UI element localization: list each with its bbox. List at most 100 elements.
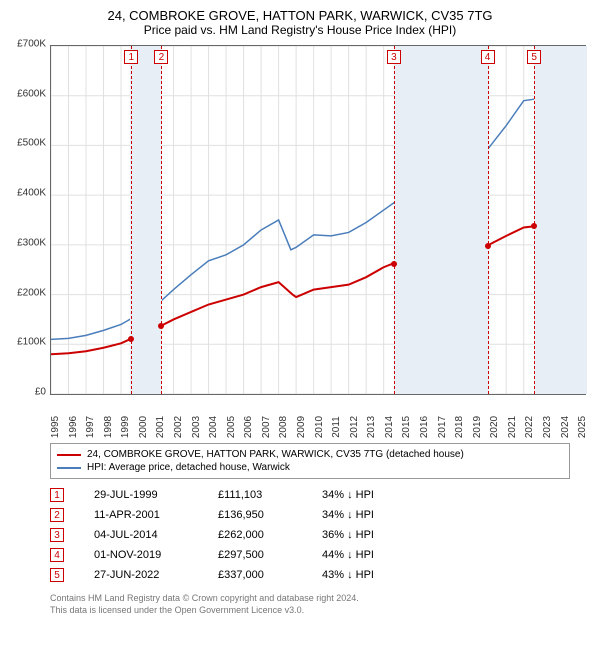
sale-pct: 36% ↓ HPI	[322, 529, 412, 541]
x-tick-label: 2013	[366, 416, 377, 438]
data-point	[391, 261, 397, 267]
y-tick-label: £600K	[17, 88, 46, 99]
x-tick-label: 2017	[437, 416, 448, 438]
sale-price: £297,500	[218, 549, 298, 561]
sale-row-marker: 3	[50, 528, 64, 542]
sale-marker-box: 5	[527, 50, 541, 64]
sale-marker-box: 3	[387, 50, 401, 64]
y-tick-label: £100K	[17, 337, 46, 348]
sale-date: 04-JUL-2014	[94, 529, 194, 541]
x-tick-label: 2008	[278, 416, 289, 438]
y-tick-label: £500K	[17, 138, 46, 149]
x-tick-label: 2010	[314, 416, 325, 438]
x-tick-label: 2012	[349, 416, 360, 438]
x-tick-label: 2023	[542, 416, 553, 438]
sale-row-marker: 5	[50, 568, 64, 582]
x-tick-label: 2007	[261, 416, 272, 438]
sale-price: £337,000	[218, 569, 298, 581]
sale-pct: 44% ↓ HPI	[322, 549, 412, 561]
sale-row: 2 11-APR-2001 £136,950 34% ↓ HPI	[50, 505, 570, 525]
footer-line2: This data is licensed under the Open Gov…	[50, 605, 570, 617]
chart-title-address: 24, COMBROKE GROVE, HATTON PARK, WARWICK…	[10, 8, 590, 23]
x-tick-label: 2006	[243, 416, 254, 438]
x-tick-label: 2024	[560, 416, 571, 438]
x-tick-label: 2000	[138, 416, 149, 438]
x-tick-label: 2025	[577, 416, 588, 438]
title-block: 24, COMBROKE GROVE, HATTON PARK, WARWICK…	[0, 0, 600, 41]
chart-container: 24, COMBROKE GROVE, HATTON PARK, WARWICK…	[0, 0, 600, 650]
sale-marker-line	[161, 46, 162, 394]
sale-date: 29-JUL-1999	[94, 489, 194, 501]
sale-row-marker: 4	[50, 548, 64, 562]
shade-band	[534, 46, 587, 394]
sale-marker-line	[534, 46, 535, 394]
sale-marker-box: 1	[124, 50, 138, 64]
legend-swatch	[57, 454, 81, 456]
x-tick-label: 2022	[524, 416, 535, 438]
y-axis-labels: £0£100K£200K£300K£400K£500K£600K£700K	[0, 44, 48, 394]
footer-line1: Contains HM Land Registry data © Crown c…	[50, 593, 570, 605]
footer-attribution: Contains HM Land Registry data © Crown c…	[50, 593, 570, 616]
x-tick-label: 2018	[454, 416, 465, 438]
y-tick-label: £700K	[17, 39, 46, 50]
sale-marker-line	[131, 46, 132, 394]
x-axis-labels: 1995 1996 1997 1998 1999 2000 2001 2002 2003 2004…	[50, 397, 586, 437]
x-tick-label: 2003	[191, 416, 202, 438]
x-tick-label: 2009	[296, 416, 307, 438]
shade-band	[130, 46, 162, 394]
legend-row: 24, COMBROKE GROVE, HATTON PARK, WARWICK…	[57, 448, 563, 461]
x-tick-label: 2014	[384, 416, 395, 438]
data-point	[531, 223, 537, 229]
x-tick-label: 1997	[85, 416, 96, 438]
sale-marker-line	[394, 46, 395, 394]
chart-title-subtitle: Price paid vs. HM Land Registry's House …	[10, 23, 590, 37]
sale-date: 01-NOV-2019	[94, 549, 194, 561]
sale-date: 11-APR-2001	[94, 509, 194, 521]
data-point	[485, 243, 491, 249]
legend-swatch	[57, 467, 81, 469]
x-tick-label: 1999	[120, 416, 131, 438]
legend-label: 24, COMBROKE GROVE, HATTON PARK, WARWICK…	[87, 449, 464, 460]
x-tick-label: 2001	[155, 416, 166, 438]
x-tick-label: 2016	[419, 416, 430, 438]
data-point	[128, 336, 134, 342]
sale-price: £136,950	[218, 509, 298, 521]
data-point	[158, 323, 164, 329]
x-tick-label: 2015	[401, 416, 412, 438]
sale-date: 27-JUN-2022	[94, 569, 194, 581]
chart-plot-area: 1 2 3 4 5	[50, 45, 586, 395]
legend: 24, COMBROKE GROVE, HATTON PARK, WARWICK…	[50, 443, 570, 479]
y-tick-label: £300K	[17, 237, 46, 248]
legend-row: HPI: Average price, detached house, Warw…	[57, 461, 563, 474]
sale-row: 4 01-NOV-2019 £297,500 44% ↓ HPI	[50, 545, 570, 565]
y-tick-label: £0	[35, 387, 46, 398]
sale-row: 1 29-JUL-1999 £111,103 34% ↓ HPI	[50, 485, 570, 505]
x-tick-label: 2005	[226, 416, 237, 438]
x-tick-label: 2020	[489, 416, 500, 438]
sale-price: £111,103	[218, 489, 298, 501]
x-tick-label: 1998	[103, 416, 114, 438]
sale-marker-box: 4	[481, 50, 495, 64]
sale-pct: 34% ↓ HPI	[322, 489, 412, 501]
x-tick-label: 2002	[173, 416, 184, 438]
sale-price: £262,000	[218, 529, 298, 541]
x-tick-label: 1995	[50, 416, 61, 438]
sale-row-marker: 1	[50, 488, 64, 502]
y-tick-label: £400K	[17, 188, 46, 199]
sale-pct: 34% ↓ HPI	[322, 509, 412, 521]
legend-label: HPI: Average price, detached house, Warw…	[87, 462, 290, 473]
sale-row: 3 04-JUL-2014 £262,000 36% ↓ HPI	[50, 525, 570, 545]
y-tick-label: £200K	[17, 287, 46, 298]
sale-marker-box: 2	[154, 50, 168, 64]
x-tick-label: 2019	[472, 416, 483, 438]
shade-band	[394, 46, 489, 394]
sales-table: 1 29-JUL-1999 £111,103 34% ↓ HPI 2 11-APR-200…	[50, 485, 570, 585]
sale-row-marker: 2	[50, 508, 64, 522]
x-tick-label: 2021	[507, 416, 518, 438]
x-tick-label: 1996	[68, 416, 79, 438]
sale-row: 5 27-JUN-2022 £337,000 43% ↓ HPI	[50, 565, 570, 585]
x-tick-label: 2011	[331, 416, 342, 438]
x-tick-label: 2004	[208, 416, 219, 438]
sale-pct: 43% ↓ HPI	[322, 569, 412, 581]
sale-marker-line	[488, 46, 489, 394]
